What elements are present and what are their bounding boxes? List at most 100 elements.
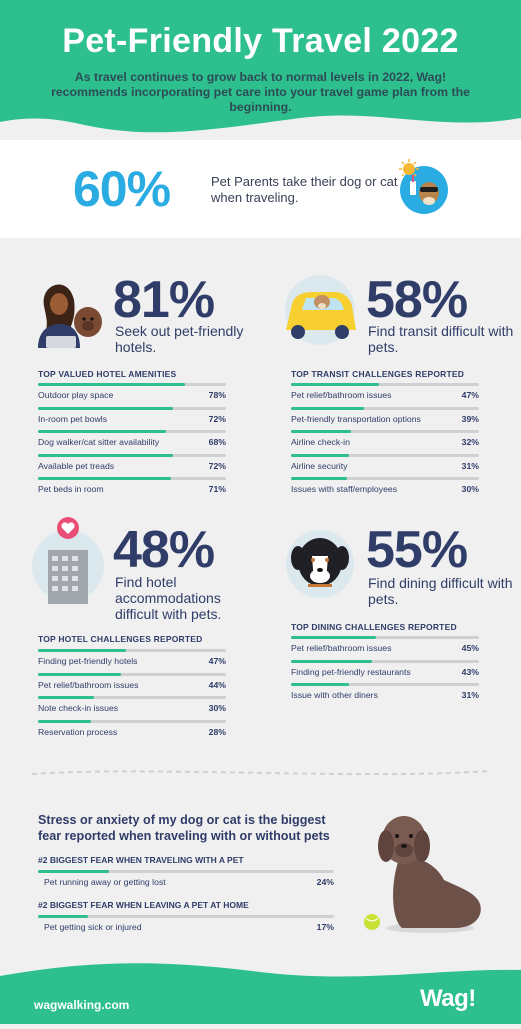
bar-label: Issues with staff/employees (291, 484, 398, 494)
bar-row: Available pet treads 72% (38, 453, 226, 476)
bar-fill (291, 383, 380, 386)
footer-url[interactable]: wagwalking.com (34, 998, 130, 1012)
bar-fill (291, 477, 348, 480)
bar-fill (38, 870, 110, 873)
bar-track (38, 719, 226, 723)
footer-banner (0, 960, 521, 1024)
bar-label: Finding pet-friendly hotels (38, 656, 138, 666)
bar-label: Available pet treads (38, 460, 115, 471)
fear-item: Pet running away or getting lost (44, 877, 166, 887)
fear-value: 17% (316, 922, 334, 932)
bar-label: Issue with other diners (291, 690, 378, 700)
bar-value: 31% (461, 690, 479, 700)
bar-track (38, 696, 226, 699)
bar-fill (38, 406, 174, 410)
hotel-amenities-label: TOP VALUED HOTEL AMENITIES (38, 369, 177, 379)
bar-fill (291, 636, 376, 639)
dining-desc: Find dining difficult with pets. (368, 575, 513, 607)
bernese-dog-icon (286, 530, 354, 598)
bar-row: Pet relief/bathroom issues 44% (38, 672, 226, 695)
bar-row: Pet relief/bathroom issues 45% (291, 636, 479, 658)
bar-value: 47% (208, 656, 226, 666)
bar-value: 32% (461, 437, 479, 447)
bar-row: In-room pet bowls 72% (38, 406, 226, 429)
dining-challenges-label: TOP DINING CHALLENGES REPORTED (291, 622, 457, 632)
accommodations-desc: Find hotel accommodations difficult with… (115, 574, 222, 622)
page-title: Pet-Friendly Travel 2022 (62, 22, 459, 60)
dashed-divider (32, 770, 488, 776)
bar-row: Airline check-in 32% (291, 430, 479, 452)
fear-row-home: Pet getting sick or injured 17% (38, 915, 334, 937)
bar-track (291, 683, 479, 686)
bar-label: Finding pet-friendly restaurants (291, 666, 411, 677)
bar-fill (38, 477, 172, 480)
bar-value: 44% (208, 679, 226, 690)
dining-percent: 55% (366, 521, 468, 579)
woman-with-dog-icon (38, 284, 102, 348)
bar-label: In-room pet bowls (38, 413, 108, 424)
bar-row: Airline security 31% (291, 453, 479, 476)
bar-row: Issue with other diners 31% (291, 683, 479, 705)
bar-value: 30% (208, 703, 226, 713)
fear-label-traveling: #2 BIGGEST FEAR WHEN TRAVELING WITH A PE… (38, 855, 244, 865)
bar-fill (38, 719, 91, 723)
footer-wave-shape (0, 963, 521, 1024)
bar-value: 47% (461, 390, 479, 400)
bar-row: Finding pet-friendly restaurants 43% (291, 659, 479, 682)
bar-label: Dog walker/cat sitter availability (38, 437, 160, 447)
bar-track (291, 430, 479, 433)
bar-row: Pet-friendly transportation options 39% (291, 406, 479, 429)
bar-track (291, 453, 479, 457)
bar-row: Note check-in issues 30% (38, 696, 226, 718)
bar-track (38, 672, 226, 676)
bar-fill (38, 696, 95, 699)
hotel-building-icon (32, 517, 104, 604)
bar-fill (291, 406, 365, 410)
intro-percent: 60% (73, 161, 171, 217)
bar-value: 71% (208, 484, 226, 494)
bar-track (291, 659, 479, 663)
fears-heading: Stress or anxiety of my dog or cat is th… (38, 813, 330, 843)
bar-track (291, 406, 479, 410)
intro-text: Pet Parents take their dog or cat when t… (211, 174, 398, 205)
bar-label: Reservation process (38, 726, 118, 737)
wag-logo: Wag! (420, 985, 476, 1012)
bar-row: Finding pet-friendly hotels 47% (38, 649, 226, 671)
bar-track (38, 870, 334, 873)
bar-label: Pet-friendly transportation options (291, 413, 421, 424)
bar-value: 43% (461, 666, 479, 677)
bar-fill (38, 915, 89, 918)
bar-fill (38, 430, 166, 433)
bar-value: 28% (208, 726, 226, 737)
bar-label: Airline check-in (291, 437, 350, 447)
hotels-percent: 81% (113, 271, 215, 329)
bar-fill (38, 672, 121, 676)
bar-value: 72% (208, 413, 226, 424)
bar-row: Pet beds in room 71% (38, 477, 226, 499)
bar-fill (38, 453, 174, 457)
bar-value: 39% (461, 413, 479, 424)
bar-label: Pet relief/bathroom issues (291, 390, 392, 400)
bar-row: Dog walker/cat sitter availability 68% (38, 430, 226, 452)
bar-value: 72% (208, 460, 226, 471)
fear-item: Pet getting sick or injured (44, 922, 142, 932)
header-banner: Pet-Friendly Travel 2022 As travel conti… (0, 0, 521, 140)
sitting-dog-icon (364, 816, 481, 933)
transit-challenges-label: TOP TRANSIT CHALLENGES REPORTED (291, 369, 465, 379)
bar-value: 30% (461, 484, 479, 494)
sunny-dog-icon (399, 159, 448, 214)
bar-track (291, 477, 479, 480)
bar-fill (291, 659, 372, 663)
fear-row-traveling: Pet running away or getting lost 24% (38, 870, 334, 892)
hotels-desc: Seek out pet-friendly hotels. (115, 323, 244, 355)
transit-percent: 58% (366, 271, 468, 329)
bar-fill (291, 430, 352, 433)
bar-row: Issues with staff/employees 30% (291, 477, 479, 499)
bar-fill (291, 683, 350, 686)
fear-value: 24% (316, 877, 334, 887)
hotel-challenges-label: TOP HOTEL CHALLENGES REPORTED (38, 634, 203, 644)
bar-track (291, 636, 479, 639)
page-subtitle: As travel continues to grow back to norm… (51, 70, 470, 114)
transit-desc: Find transit difficult with pets. (368, 323, 514, 355)
dog-in-car-icon (285, 275, 356, 345)
